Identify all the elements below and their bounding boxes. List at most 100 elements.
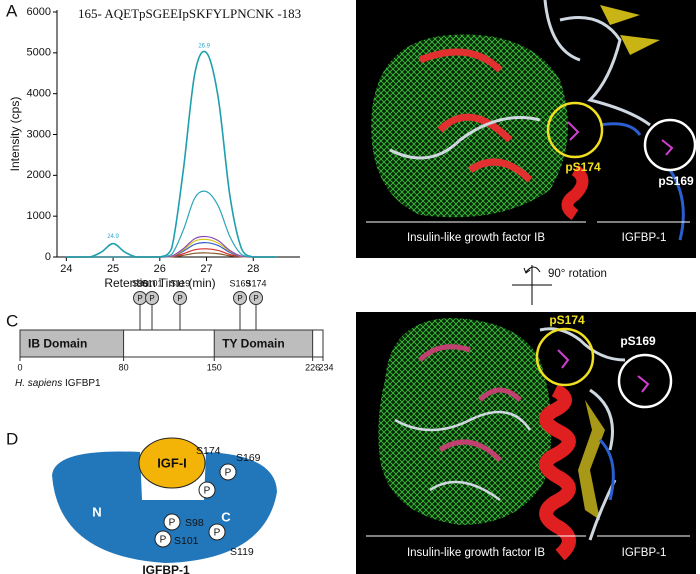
protein-label: IGFBP-1	[142, 563, 190, 574]
site-label: pS174	[565, 160, 601, 174]
loop	[394, 410, 532, 502]
mesh-surface	[371, 34, 568, 218]
residue-tick-label: 234	[318, 362, 333, 372]
residue-tick-label: 0	[17, 362, 22, 372]
y-tick-label: 5000	[27, 47, 51, 59]
chart-title: 165- AQETpSGEEIpSKFYLPNCNK -183	[78, 6, 301, 21]
site-label: S101	[141, 278, 162, 288]
loop	[599, 122, 685, 241]
site-label: pS169	[658, 174, 694, 188]
protein-name: IGFBP1	[65, 378, 101, 389]
y-tick-label: 6000	[27, 6, 51, 18]
phospho-symbol: P	[169, 518, 176, 529]
loop	[543, 0, 651, 127]
domain-box	[19, 329, 125, 358]
chromatogram: 165- AQETpSGEEIpSKFYLPNCNK -183 Retentio…	[8, 6, 301, 290]
region-label: IGFBP-1	[622, 232, 667, 244]
domain-label: IB Domain	[28, 337, 87, 351]
phospho-symbol: P	[149, 294, 154, 303]
site-label: S119	[230, 546, 254, 558]
ligand-label: IGF-I	[157, 455, 187, 470]
domain-label: TY Domain	[222, 337, 284, 351]
structure-bottom: pS174 pS169 Insulin-like growth factor I…	[356, 312, 696, 574]
site-circle	[535, 327, 595, 387]
phospho-circle	[249, 291, 263, 305]
site-circle	[546, 101, 604, 159]
loop	[598, 438, 615, 501]
terminus-label: C	[221, 509, 231, 524]
phospho-circle	[163, 513, 181, 531]
y-tick-label: 0	[45, 251, 51, 263]
helix	[418, 344, 522, 462]
phospho-symbol: P	[237, 294, 242, 303]
y-tick-label: 2000	[27, 169, 51, 181]
x-tick-label: 27	[200, 263, 212, 275]
rotation-symbol: 90° rotation	[512, 265, 607, 305]
residue-tick-label: 226	[305, 362, 320, 372]
phospho-symbol: P	[204, 486, 211, 497]
phospho-circle	[233, 291, 247, 305]
domain-map: H. sapiens IGFBP1 IB Domain TY Domain 0 80 1…	[15, 278, 334, 388]
phospho-symbol: P	[214, 528, 221, 539]
residue	[557, 349, 650, 393]
site-label: S174	[245, 278, 266, 288]
rotation-arrow	[525, 266, 541, 273]
site-label: S101	[174, 535, 199, 547]
x-axis-label: Retention Time (min)	[104, 276, 215, 290]
terminus-label: N	[92, 504, 101, 519]
region-label: Insulin-like growth factor IB	[407, 547, 545, 559]
residue-tick-label: 80	[119, 362, 129, 372]
residue	[567, 121, 674, 156]
peak-annotation: 26.9	[198, 43, 210, 49]
region-label: Insulin-like growth factor IB	[407, 232, 545, 244]
site-circle	[643, 118, 697, 172]
phospho-circle	[198, 481, 216, 499]
site-label: S98	[185, 517, 204, 529]
peak-annotation: 24.9	[107, 234, 119, 240]
loop	[389, 116, 541, 160]
structure-top: pS174 pS169 Insulin-like growth factor I…	[356, 0, 697, 258]
site-label: S174	[196, 445, 221, 457]
site-circle	[617, 353, 673, 409]
x-tick-label: 25	[107, 263, 119, 275]
phospho-circle	[208, 523, 226, 541]
helix	[418, 48, 533, 183]
x-tick-label: 28	[247, 263, 259, 275]
phospho-symbol: P	[253, 294, 258, 303]
domain-box	[213, 329, 314, 358]
phospho-symbol: P	[177, 294, 182, 303]
site-label: S98	[132, 278, 148, 288]
site-label: S169	[229, 278, 250, 288]
rotation-label: 90° rotation	[548, 268, 607, 280]
phospho-symbol: P	[225, 468, 232, 479]
y-axis-label: Intensity (cps)	[8, 97, 22, 172]
helix	[561, 165, 589, 220]
x-tick-label: 26	[154, 263, 166, 275]
species: H. sapiens	[15, 378, 62, 389]
phospho-circle	[219, 463, 237, 481]
species-label: H. sapiens IGFBP1	[15, 378, 101, 389]
y-tick-label: 1000	[27, 210, 51, 222]
phospho-symbol: P	[137, 294, 142, 303]
strand	[600, 5, 660, 55]
region-label: IGFBP-1	[622, 547, 667, 559]
x-tick-label: 24	[60, 263, 72, 275]
panel-label: C	[6, 311, 18, 330]
phospho-circle	[173, 291, 187, 305]
site-label: S169	[236, 452, 261, 464]
y-tick-label: 4000	[27, 88, 51, 100]
phospho-symbol: P	[160, 535, 167, 546]
site-label: pS169	[620, 334, 656, 348]
residue-tick-label: 150	[207, 362, 222, 372]
phospho-circle	[154, 530, 172, 548]
series-line	[66, 190, 277, 258]
site-label: S119	[170, 278, 190, 288]
panel-label: D	[6, 429, 18, 448]
igf-ellipse	[138, 437, 206, 489]
phospho-circle	[145, 291, 159, 305]
site-label: pS174	[549, 313, 585, 327]
strand	[578, 400, 605, 520]
y-tick-label: 3000	[27, 128, 51, 140]
helix	[539, 383, 576, 561]
